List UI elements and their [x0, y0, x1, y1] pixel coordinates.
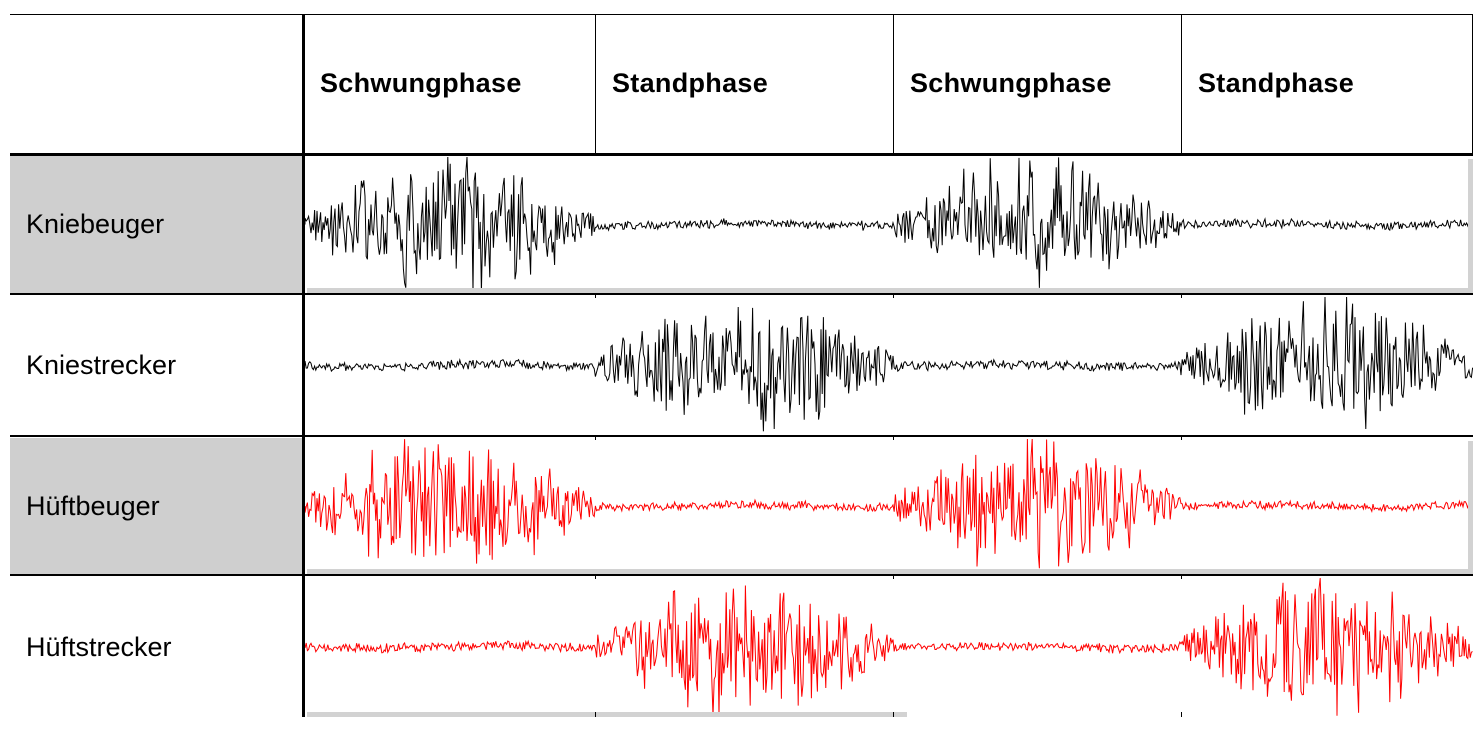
phase-tick [893, 435, 894, 440]
phase-tick [893, 293, 894, 298]
header-column-divider [1181, 14, 1182, 153]
row-label-kniestrecker: Kniestrecker [26, 350, 177, 380]
table-border-top [10, 14, 1473, 15]
row-divider [10, 293, 1473, 295]
phase-tick [1181, 293, 1182, 298]
emg-gait-table: Schwungphase Standphase Schwungphase Sta… [10, 14, 1473, 717]
row-label-hueftstrecker: Hüftstrecker [26, 631, 172, 662]
emg-trace [305, 577, 1473, 717]
header-corner [10, 14, 302, 153]
header-standphase-1: Standphase [612, 68, 769, 98]
phase-tick [595, 435, 596, 440]
header-divider [10, 153, 1473, 156]
emg-trace [305, 438, 1473, 569]
phase-tick [595, 293, 596, 298]
phase-tick [1181, 574, 1182, 579]
emg-signal-hueftstrecker [305, 577, 1473, 717]
emg-signal-kniestrecker [305, 296, 1473, 435]
phase-tick [893, 574, 894, 579]
row-label-hueftbeuger: Hüftbeuger [10, 438, 302, 574]
emg-signal-hueftbeuger [305, 438, 1473, 574]
header-column-divider [595, 14, 596, 153]
header-schwungphase-2: Schwungphase [910, 68, 1112, 98]
header-column-divider [893, 14, 894, 153]
phase-tick [595, 574, 596, 579]
phase-tick [1181, 435, 1182, 440]
emg-trace [305, 296, 1473, 432]
emg-trace [305, 156, 1473, 293]
table-border-right [1472, 14, 1473, 153]
phase-tick [1181, 712, 1182, 717]
row-label-kniebeuger: Kniebeuger [10, 156, 302, 293]
phase-tick [893, 712, 894, 717]
header-schwungphase-1: Schwungphase [320, 68, 522, 98]
row-divider [10, 435, 1473, 437]
row-divider [10, 574, 1473, 576]
emg-signal-kniebeuger [305, 156, 1473, 293]
header-standphase-2: Standphase [1198, 68, 1355, 98]
phase-tick [595, 712, 596, 717]
label-column-divider [302, 14, 305, 717]
